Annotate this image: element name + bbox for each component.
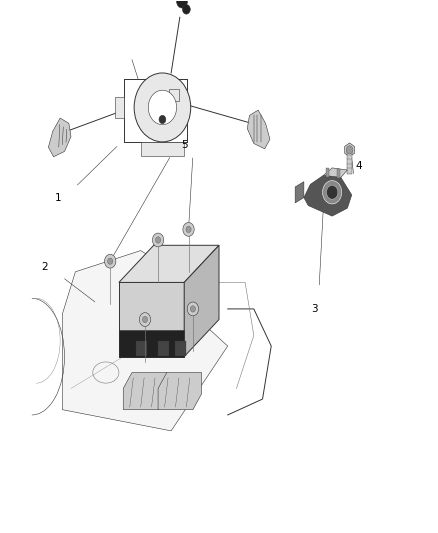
Circle shape	[186, 226, 191, 232]
Ellipse shape	[183, 5, 190, 14]
Polygon shape	[119, 245, 219, 282]
Bar	[158, 341, 169, 356]
Bar	[170, 90, 179, 101]
Polygon shape	[48, 118, 71, 157]
Circle shape	[187, 302, 198, 316]
Polygon shape	[184, 245, 219, 357]
Bar	[141, 142, 184, 156]
Polygon shape	[123, 373, 167, 410]
Text: 2: 2	[42, 262, 48, 271]
Ellipse shape	[177, 0, 187, 8]
Polygon shape	[323, 168, 347, 177]
Polygon shape	[119, 330, 184, 357]
Text: 5: 5	[181, 140, 187, 150]
Polygon shape	[345, 143, 354, 157]
Circle shape	[108, 258, 113, 264]
Circle shape	[155, 237, 161, 243]
Circle shape	[134, 73, 191, 142]
Circle shape	[190, 306, 195, 312]
Bar	[336, 169, 340, 179]
Text: 3: 3	[311, 304, 318, 314]
Polygon shape	[247, 110, 270, 149]
Polygon shape	[295, 182, 304, 203]
Circle shape	[159, 115, 166, 124]
Text: 1: 1	[55, 192, 61, 203]
Circle shape	[346, 146, 353, 154]
Bar	[136, 341, 147, 356]
Polygon shape	[304, 175, 352, 216]
Circle shape	[139, 313, 151, 326]
Bar	[347, 150, 352, 174]
Polygon shape	[158, 373, 201, 410]
Bar	[115, 97, 124, 118]
Circle shape	[152, 233, 164, 247]
Circle shape	[105, 254, 116, 268]
Polygon shape	[62, 251, 228, 431]
Circle shape	[322, 181, 342, 204]
Circle shape	[326, 185, 338, 199]
Circle shape	[142, 317, 148, 322]
Polygon shape	[119, 282, 184, 357]
Bar	[325, 168, 329, 177]
Circle shape	[183, 222, 194, 236]
Text: 4: 4	[355, 161, 362, 171]
Bar	[176, 341, 186, 356]
Circle shape	[148, 90, 177, 125]
